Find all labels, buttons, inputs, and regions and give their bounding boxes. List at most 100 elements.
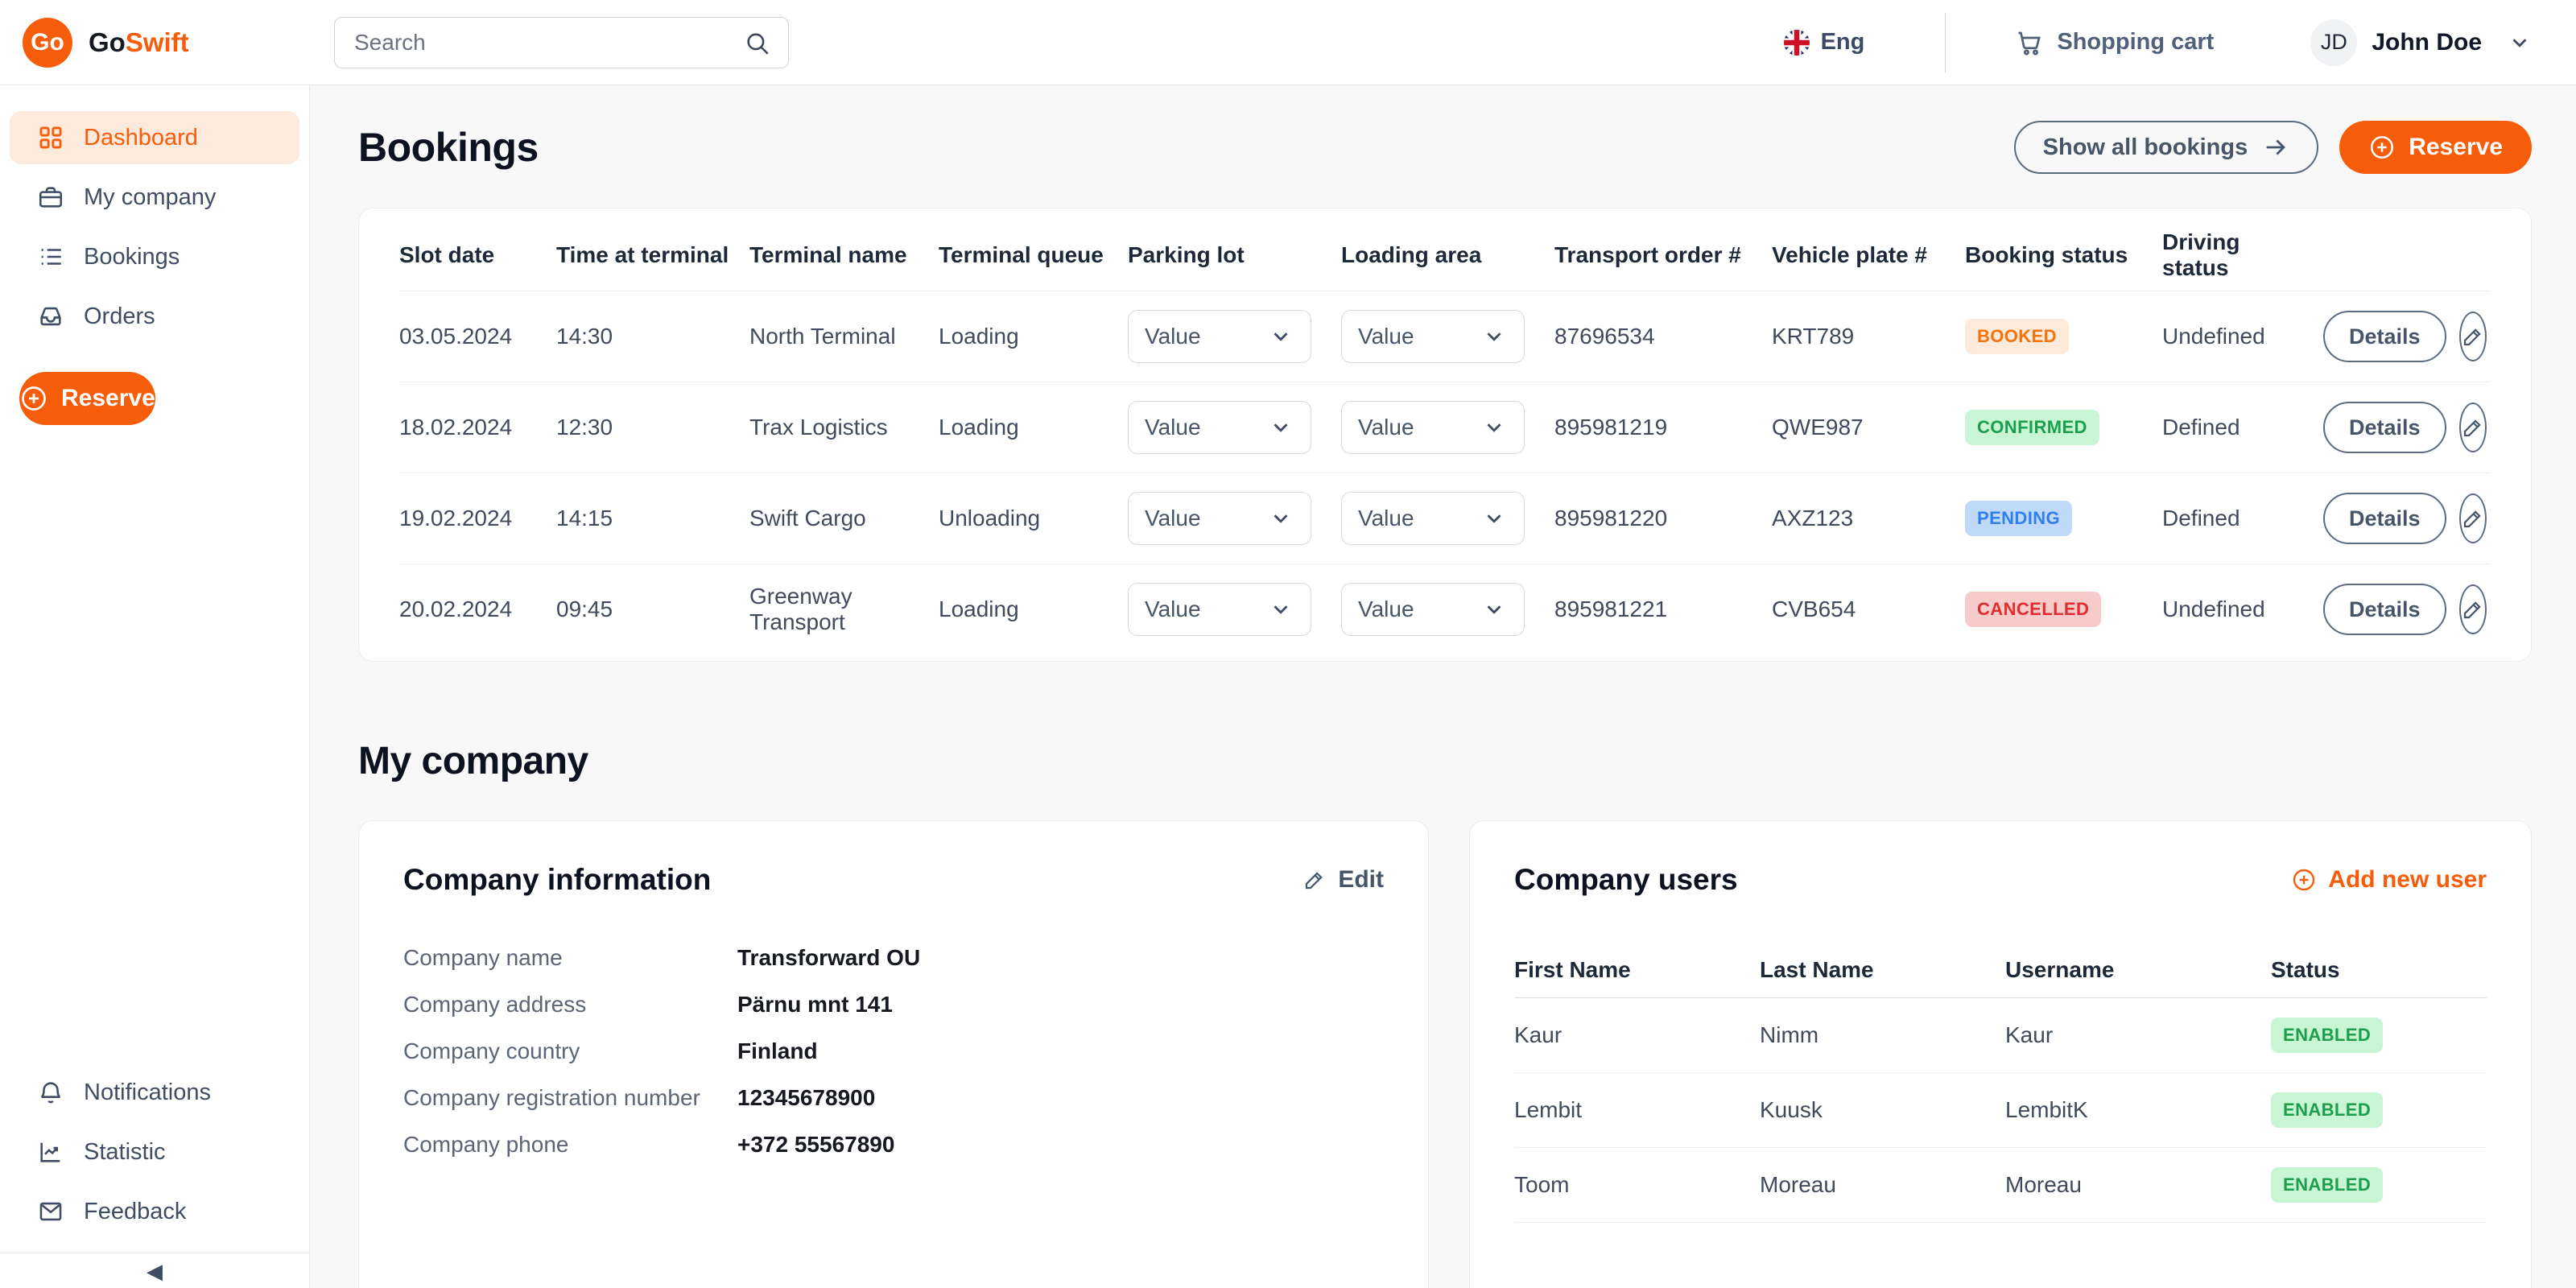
details-button[interactable]: Details [2323,493,2446,544]
chevron-down-icon [1487,423,1501,432]
user-row: Toom Moreau Moreau ENABLED [1514,1148,2487,1223]
cell-order: 895981220 [1554,506,1668,530]
edit-row-button[interactable] [2458,584,2487,634]
chevron-down-icon [1274,332,1288,341]
chevron-down-icon [1487,332,1501,341]
list-icon [37,243,64,270]
cell-slot-date: 19.02.2024 [399,506,513,530]
search-icon[interactable] [744,30,771,57]
col-booking-status: Booking status [1965,242,2128,267]
chevron-down-icon [1274,605,1288,614]
edit-company-button[interactable]: Edit [1302,866,1384,894]
sidebar-item-label: Feedback [84,1198,187,1224]
loading-area-select[interactable]: Value [1341,310,1525,363]
language-switcher[interactable]: Eng [1783,29,1864,56]
plus-circle-icon [19,384,48,413]
field-label: Company country [403,1038,580,1063]
bell-icon [37,1079,64,1106]
parking-lot-select[interactable]: Value [1128,310,1311,363]
search [334,16,789,68]
booking-row: 19.02.2024 14:15 Swift Cargo Unloading V… [399,473,2491,564]
cell-plate: KRT789 [1772,324,1855,349]
field-label: Company registration number [403,1085,700,1110]
main-content: Bookings Show all bookings Reserve Slot … [310,85,2576,1288]
edit-row-button[interactable] [2458,312,2487,361]
bookings-table-header: Slot date Time at terminal Terminal name… [399,220,2491,291]
sidebar-item-my-company[interactable]: My company [10,171,299,224]
booking-status-badge: PENDING [1965,501,2073,536]
select-value: Value [1145,415,1201,440]
user-menu[interactable]: JD John Doe [2310,19,2532,66]
shopping-cart-button[interactable]: Shopping cart [2015,28,2214,57]
company-field: Company phone +372 55567890 [403,1132,1384,1158]
details-button[interactable]: Details [2323,402,2446,453]
col-slot-date: Slot date [399,242,495,267]
sidebar-item-bookings[interactable]: Bookings [10,230,299,283]
brand-name: GoSwift [89,27,189,57]
select-value: Value [1358,324,1414,349]
col-terminal-queue: Terminal queue [939,242,1104,267]
user-row: Kaur Nimm Kaur ENABLED [1514,998,2487,1073]
cell-last-name: Nimm [1760,1022,1819,1047]
cell-username: Moreau [2005,1172,2082,1197]
cell-plate: QWE987 [1772,415,1864,440]
loading-area-select[interactable]: Value [1341,401,1525,454]
add-new-user-button[interactable]: Add new user [2291,866,2487,894]
sidebar-item-feedback[interactable]: Feedback [10,1185,299,1238]
logo[interactable]: Go GoSwift [0,17,310,68]
field-value: Pärnu mnt 141 [737,992,893,1017]
sidebar-reserve-label: Reserve [61,385,155,411]
field-label: Company name [403,945,563,970]
user-row: Lembit Kuusk LembitK ENABLED [1514,1073,2487,1148]
pencil-icon [2463,601,2481,619]
field-label: Company address [403,992,587,1017]
sidebar-reserve-button[interactable]: Reserve [19,372,155,425]
sidebar: Dashboard My company Bookings Orders Res… [0,85,310,1288]
details-button[interactable]: Details [2323,584,2446,635]
sidebar-item-notifications[interactable]: Notifications [10,1066,299,1119]
reserve-button[interactable]: Reserve [2339,121,2532,174]
cell-order: 87696534 [1554,324,1655,349]
collapse-sidebar-icon[interactable]: ◀ [147,1258,163,1283]
sidebar-item-label: Orders [84,303,155,329]
col-time-at-terminal: Time at terminal [556,242,729,267]
edit-row-button[interactable] [2458,493,2487,543]
cell-queue: Loading [939,324,1019,349]
select-value: Value [1358,415,1414,440]
sidebar-item-dashboard[interactable]: Dashboard [10,111,299,164]
user-name: John Doe [2372,28,2482,56]
chevron-down-icon [1487,514,1501,523]
user-status-badge: ENABLED [2271,1018,2384,1053]
col-vehicle-plate: Vehicle plate # [1772,242,1927,267]
pencil-icon [1306,872,1323,890]
parking-lot-select[interactable]: Value [1128,583,1311,636]
details-button[interactable]: Details [2323,311,2446,362]
parking-lot-select[interactable]: Value [1128,401,1311,454]
cell-first-name: Lembit [1514,1097,1583,1122]
parking-lot-select[interactable]: Value [1128,492,1311,545]
field-value: 12345678900 [737,1085,876,1110]
chart-icon [37,1138,64,1166]
cell-queue: Unloading [939,506,1041,530]
company-information-title: Company information [403,863,712,896]
select-value: Value [1358,597,1414,621]
loading-area-select[interactable]: Value [1341,492,1525,545]
cell-time: 12:30 [556,415,613,440]
booking-row: 18.02.2024 12:30 Trax Logistics Loading … [399,382,2491,473]
show-all-bookings-button[interactable]: Show all bookings [2013,121,2319,174]
select-value: Value [1358,506,1414,530]
sidebar-item-label: Dashboard [84,124,198,151]
my-company-cards: Company information Edit Company name Tr… [358,820,2532,1288]
sidebar-item-orders[interactable]: Orders [10,290,299,343]
briefcase-icon [37,184,64,211]
select-value: Value [1145,324,1201,349]
sidebar-item-statistic[interactable]: Statistic [10,1125,299,1179]
edit-row-button[interactable] [2458,402,2487,452]
sidebar-item-label: Statistic [84,1138,166,1165]
col-first-name: First Name [1514,956,1631,982]
search-input[interactable] [334,16,789,68]
cell-terminal: Greenway Transport [749,584,852,634]
plus-circle-icon [2368,134,2396,161]
sidebar-collapse-strip: ◀ [0,1253,309,1288]
loading-area-select[interactable]: Value [1341,583,1525,636]
